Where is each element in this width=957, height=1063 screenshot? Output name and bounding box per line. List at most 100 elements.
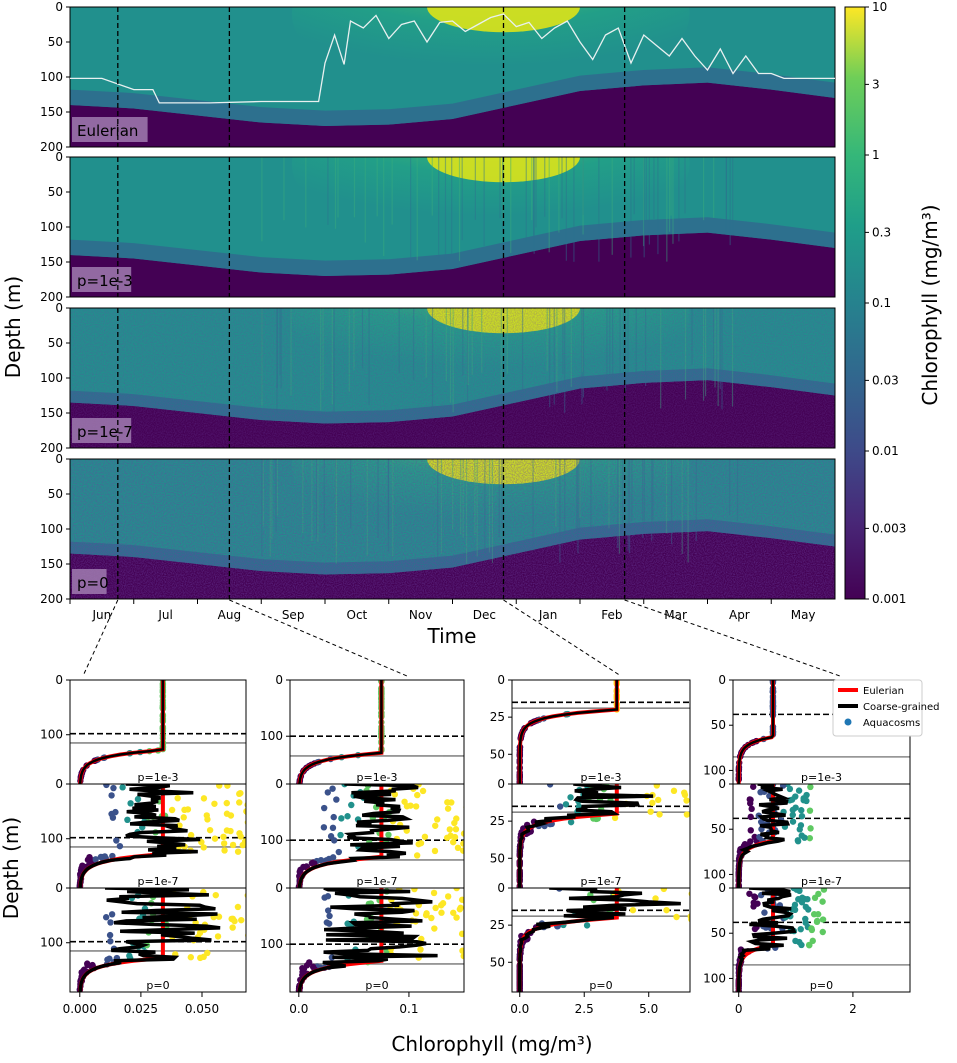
aquacosm-point	[457, 904, 464, 912]
aquacosm-point	[459, 847, 464, 854]
x-tick-label: Feb	[601, 608, 622, 622]
profile-column-3: p=1e-3 0 25 50 p=1e-7 0 25 50 p=0 0 25 50 0.0 2.5 5.0	[490, 673, 723, 1016]
aquacosm-point	[223, 827, 231, 834]
aquacosm-point	[714, 910, 720, 916]
y-tick-label: 0	[718, 777, 726, 791]
streak	[283, 157, 285, 221]
x-tick-label: Apr	[729, 608, 750, 622]
aquacosm-point	[329, 824, 337, 832]
aquacosm-point	[245, 800, 246, 804]
streak	[668, 157, 671, 232]
x-tick-label: Nov	[409, 608, 432, 622]
aquacosm-point	[284, 954, 290, 960]
colorbar-tick-label: 0.03	[872, 373, 899, 387]
aquacosm-point	[257, 952, 263, 958]
aquacosm-point	[281, 952, 287, 958]
coarse-grained-profile-line	[518, 680, 619, 784]
profile-row-label: p=0	[146, 979, 169, 992]
streak	[633, 157, 635, 215]
aquacosm-point	[453, 888, 460, 892]
x-tick-label: 0.0	[289, 1002, 308, 1016]
aquacosm-point	[792, 937, 799, 945]
y-tick-label: 0	[55, 673, 63, 687]
colorbar-tick-label: 10	[872, 0, 887, 14]
colorbar-tick-label: 0.003	[872, 521, 906, 535]
aquacosm-point	[239, 841, 246, 849]
streak	[678, 157, 680, 242]
aquacosm-point	[415, 840, 422, 848]
aquacosm-point	[126, 952, 133, 959]
aquacosm-point	[327, 833, 335, 840]
y-tick-label: 0	[275, 881, 283, 895]
y-tick-label: 200	[40, 592, 63, 606]
aquacosm-point	[477, 902, 483, 908]
x-tick-label: Oct	[347, 608, 368, 622]
profile-plot-area	[733, 784, 910, 888]
aquacosm-point	[800, 795, 807, 802]
aquacosm-point	[200, 844, 207, 851]
profile-panel-frame	[289, 679, 465, 785]
aquacosm-point	[750, 899, 757, 906]
y-tick-label: 200	[40, 140, 63, 154]
transition-band	[70, 67, 835, 126]
aquacosm-point	[747, 800, 754, 807]
heatmap-panel-1: 0 50 100 150 200 Eulerian	[40, 0, 836, 154]
y-tick-label: 25	[490, 814, 505, 828]
aquacosm-point	[757, 818, 765, 826]
aquacosm-point	[761, 909, 768, 916]
aquacosm-point	[789, 818, 797, 825]
aquacosm-point	[244, 802, 246, 808]
aquacosm-point	[443, 834, 451, 841]
aquacosm-point	[717, 805, 723, 811]
coarse-grained-profile-line	[78, 784, 201, 888]
aquacosm-point	[247, 831, 253, 837]
aquacosm-point	[478, 942, 484, 948]
aquacosm-point	[500, 903, 506, 909]
y-tick-label: 100	[703, 763, 726, 777]
profile-row-label: p=1e-7	[581, 875, 622, 888]
streak	[510, 157, 512, 253]
profile-panel-frame	[69, 887, 247, 993]
aquacosm-point	[421, 833, 429, 840]
aquacosm-point	[708, 803, 714, 809]
aquacosm-point	[224, 784, 231, 789]
aquacosm-point	[432, 822, 439, 829]
aquacosm-point	[110, 784, 117, 792]
streak	[533, 157, 535, 240]
x-tick-label: Jun	[92, 608, 112, 622]
streak	[410, 157, 412, 262]
eulerian-profile-line	[517, 888, 619, 992]
connector-line	[503, 599, 622, 677]
profile-row-label: p=0	[810, 979, 833, 992]
aquacosm-point	[467, 885, 473, 891]
coarse-grained-profile-line	[297, 784, 419, 888]
aquacosm-point	[229, 841, 237, 849]
streak	[533, 157, 535, 254]
streak	[645, 157, 647, 222]
aquacosm-point	[805, 906, 812, 913]
aquacosm-point	[746, 890, 753, 897]
x-tick-label: 0.1	[399, 1002, 418, 1016]
y-tick-label: 100	[40, 936, 63, 950]
streak	[561, 157, 563, 219]
aquacosm-point	[808, 926, 816, 934]
y-tick-label: 100	[703, 971, 726, 985]
aquacosm-point	[80, 863, 87, 870]
aquacosm-point	[704, 911, 710, 917]
profile-x-axis-label: Chlorophyll (mg/m³)	[391, 1032, 592, 1056]
aquacosm-point	[84, 960, 91, 967]
aquacosm-point	[206, 826, 214, 834]
aquacosm-point	[683, 797, 690, 804]
streak	[573, 157, 575, 262]
profile-row-1: p=1e-3 0 50 100	[703, 673, 911, 785]
aquacosm-point	[786, 785, 794, 793]
y-tick-label: 0	[55, 452, 63, 466]
aquacosm-point	[802, 915, 809, 923]
aquacosm-point	[86, 853, 93, 861]
profile-plot-area	[512, 888, 720, 992]
aquacosm-point	[434, 816, 441, 823]
aquacosm-point	[107, 919, 114, 926]
aquacosm-point	[444, 805, 452, 812]
profile-plot-area	[70, 680, 246, 784]
